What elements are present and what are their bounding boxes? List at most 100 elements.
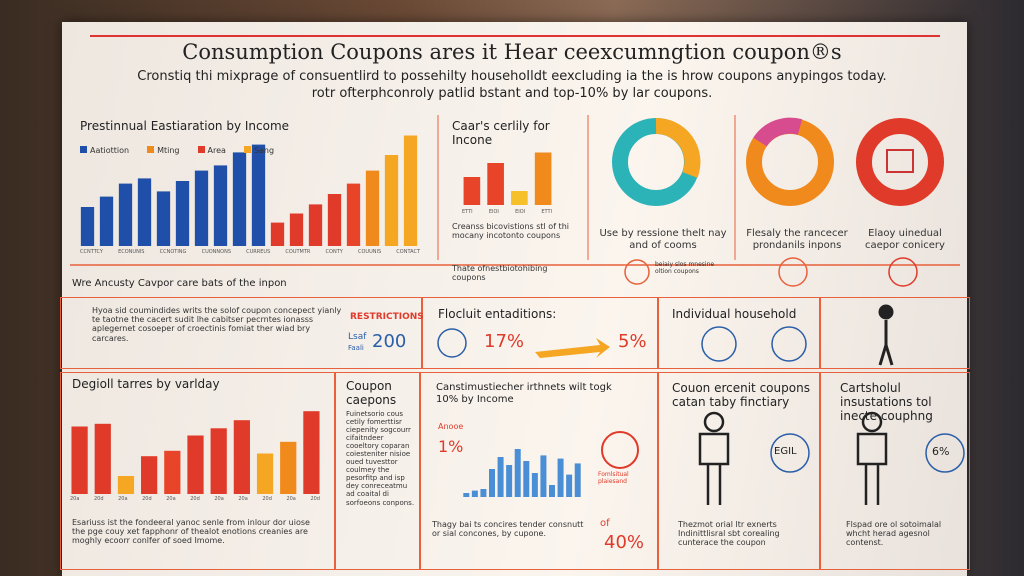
bar — [514, 449, 521, 497]
x-tick-label: CONTY — [325, 249, 343, 255]
bar — [489, 469, 495, 497]
panel-title: Canstimustiecher irthnets wilt togk 10% … — [436, 382, 612, 405]
bar — [303, 411, 320, 494]
label: Lsaf — [348, 332, 367, 342]
bar — [463, 493, 470, 497]
bar — [480, 489, 487, 497]
bar — [308, 204, 323, 246]
panel — [422, 297, 658, 369]
panel — [60, 372, 335, 570]
legend-item: Mting — [147, 146, 180, 155]
bar — [117, 476, 135, 494]
note: beiaiy slos mnesine oltion coupons — [655, 261, 715, 275]
bar — [531, 473, 538, 497]
bar — [280, 441, 297, 494]
panel — [820, 372, 970, 570]
legend-label: Area — [207, 146, 226, 155]
x-tick-label: EIOI — [488, 209, 499, 215]
subtitle: Cronstiq thi mixprage of consuentlird to… — [137, 69, 887, 84]
panel-title: Degioll tarres by varlday — [72, 377, 220, 391]
icon — [624, 259, 650, 285]
title: Consumption Coupons ares it Hear ceexcum… — [182, 40, 842, 64]
x-tick-label: 20a — [118, 496, 128, 502]
caption: Elaoy uinedual caepor conicery — [865, 228, 945, 251]
subtitle: rotr ofterphconroly patlid bstant and to… — [311, 86, 713, 101]
panel-title: Couon ercenit coupons catan taby finctia… — [672, 381, 810, 409]
x-tick-label: 20d — [310, 496, 320, 502]
panel-title: Caar's cerlily for Incone — [452, 119, 550, 147]
legend: Aatiottion Mting Area Sang — [80, 146, 340, 155]
bar — [213, 165, 228, 246]
bar — [289, 213, 304, 246]
bar — [256, 453, 274, 494]
panel — [420, 372, 658, 570]
x-tick-label: 20a — [166, 496, 176, 502]
label: of — [600, 518, 610, 529]
label: Anooe — [438, 422, 464, 431]
legend-label: Mting — [157, 146, 180, 155]
person-icon — [698, 411, 730, 505]
bar — [574, 463, 581, 497]
bar — [365, 170, 380, 246]
x-tick-label: 20a — [286, 496, 296, 502]
bar — [506, 465, 513, 497]
bar — [71, 426, 88, 494]
bar — [540, 455, 547, 497]
bar — [557, 458, 564, 497]
bar — [156, 191, 171, 246]
x-tick-label: 20a — [70, 496, 80, 502]
bar — [403, 135, 418, 246]
bullet: Thate ofnestbiotohibing coupons — [452, 264, 548, 283]
bar — [497, 457, 504, 497]
x-tick-label: 20d — [190, 496, 200, 502]
bullet: Creanss bicovistions stl of thi mocany i… — [452, 222, 569, 241]
icon — [601, 431, 639, 469]
panel-title: Flocluit entaditions: — [438, 307, 557, 321]
x-tick-label: CONTACT — [396, 249, 420, 255]
bar — [511, 191, 528, 205]
legend-swatch — [243, 146, 251, 153]
bar — [80, 207, 95, 246]
bar — [164, 450, 181, 494]
bar — [251, 144, 266, 246]
legend-item: Sang — [243, 146, 275, 155]
bar — [471, 490, 478, 497]
x-tick-label: EIOI — [515, 209, 526, 215]
icon — [437, 328, 467, 358]
x-tick-label: 20d — [94, 496, 104, 502]
x-tick-label: ETTI — [462, 209, 473, 215]
ring — [856, 118, 944, 206]
bar — [534, 152, 552, 205]
body-text: Thezmot orial ltr exnerts Indinittlisral… — [678, 520, 780, 548]
panel — [820, 297, 970, 369]
bar — [487, 163, 504, 205]
note: Fomlsitual plaiesand — [598, 471, 629, 485]
stat: 40% — [604, 532, 645, 553]
x-tick-label: ETTI — [541, 209, 552, 215]
bar — [232, 152, 247, 246]
panel-title: Individual household — [672, 307, 797, 321]
bar — [346, 183, 361, 246]
stat: 17% — [484, 331, 525, 352]
icon — [701, 326, 737, 362]
x-tick-label: CURREUS — [246, 249, 271, 255]
label: RESTRICTIONS — [350, 312, 424, 322]
legend-label: Sang — [253, 146, 275, 155]
body-text: Flspad ore ol sotoimalal whcht herad age… — [846, 520, 942, 548]
bar — [233, 420, 250, 494]
bar — [523, 461, 530, 497]
x-labels: ETTI EIOI EIOI ETTI — [462, 209, 552, 216]
legend-label: Aatiottion — [90, 146, 130, 155]
panel-title: Cartsholul insustations tol inecte couph… — [840, 381, 933, 423]
icon — [771, 326, 807, 362]
bar — [137, 178, 152, 246]
x-tick-label: COUUNIS — [357, 249, 382, 255]
badge-text: EGIL — [774, 446, 797, 457]
bar — [463, 177, 481, 205]
bar — [566, 474, 573, 497]
panel-title: Coupon caepons — [346, 379, 397, 407]
arrow — [535, 338, 610, 358]
caption: Use by ressione thelt nay and of cooms — [599, 228, 727, 251]
